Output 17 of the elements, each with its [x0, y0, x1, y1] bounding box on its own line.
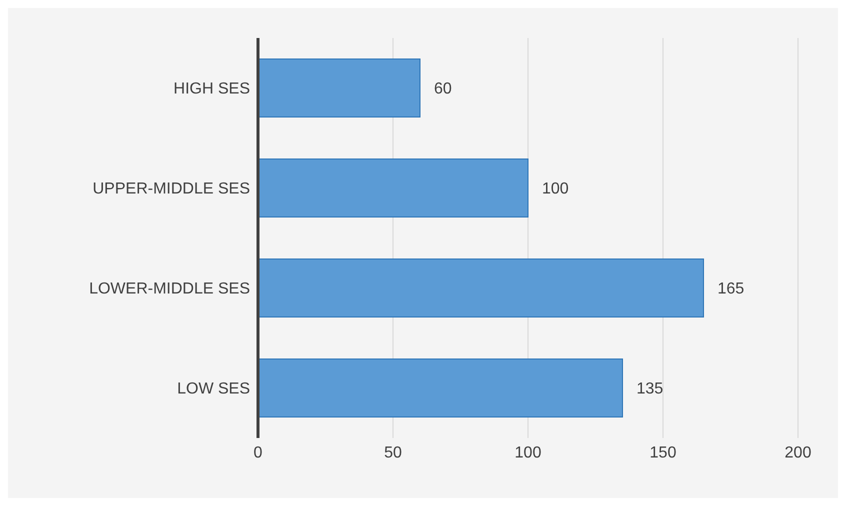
x-tick-label: 200: [784, 444, 812, 462]
y-tick-label: UPPER-MIDDLE SES: [92, 180, 250, 198]
y-tick-label: HIGH SES: [174, 80, 250, 98]
y-tick-label: LOWER-MIDDLE SES: [89, 280, 250, 298]
x-tick-label: 150: [650, 444, 676, 462]
data-label: 60: [434, 80, 452, 98]
x-tick-label: 50: [384, 444, 402, 462]
bar: [258, 58, 420, 118]
x-tick-label: 100: [514, 444, 542, 462]
y-tick-label: LOW SES: [177, 380, 250, 398]
bar: [258, 258, 704, 318]
x-tick-label: 0: [254, 444, 263, 462]
data-label: 100: [542, 180, 569, 198]
bar: [258, 158, 528, 218]
data-label: 165: [718, 280, 744, 298]
bar: [258, 358, 623, 418]
data-label: 135: [636, 380, 664, 398]
